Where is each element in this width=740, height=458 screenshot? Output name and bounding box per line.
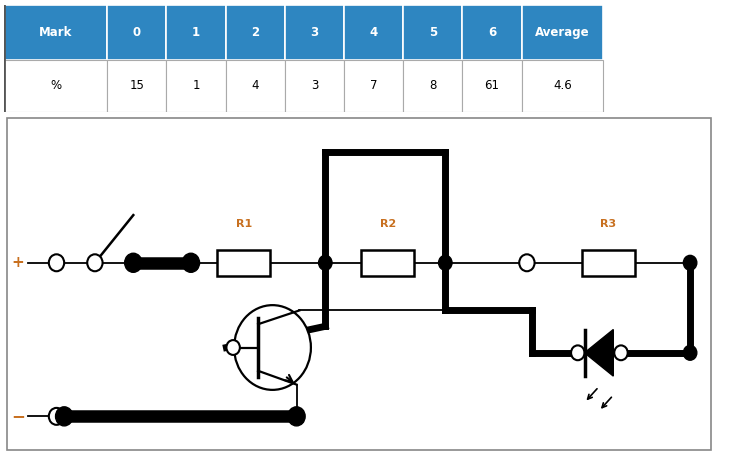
Text: 4: 4 xyxy=(369,26,378,38)
Text: %: % xyxy=(50,79,61,93)
Circle shape xyxy=(124,253,142,273)
Circle shape xyxy=(56,407,73,426)
Circle shape xyxy=(439,256,452,270)
Text: R3: R3 xyxy=(600,219,616,229)
FancyBboxPatch shape xyxy=(166,60,226,112)
Text: 3: 3 xyxy=(311,26,318,38)
Bar xyxy=(361,250,414,276)
Circle shape xyxy=(87,254,103,271)
Circle shape xyxy=(226,340,240,355)
Text: 3: 3 xyxy=(311,79,318,93)
Circle shape xyxy=(571,345,585,360)
FancyBboxPatch shape xyxy=(166,5,226,60)
Bar xyxy=(582,250,635,276)
Circle shape xyxy=(290,409,303,424)
FancyBboxPatch shape xyxy=(4,60,107,112)
Text: 6: 6 xyxy=(488,26,497,38)
Text: 4: 4 xyxy=(252,79,259,93)
Text: Mark: Mark xyxy=(38,26,73,38)
Circle shape xyxy=(683,345,697,360)
FancyBboxPatch shape xyxy=(285,60,344,112)
Text: 4.6: 4.6 xyxy=(553,79,572,93)
FancyBboxPatch shape xyxy=(344,5,403,60)
Text: 1: 1 xyxy=(192,79,200,93)
FancyBboxPatch shape xyxy=(403,5,462,60)
FancyBboxPatch shape xyxy=(522,60,603,112)
Circle shape xyxy=(49,408,64,425)
Text: 7: 7 xyxy=(370,79,377,93)
Circle shape xyxy=(288,407,305,426)
FancyBboxPatch shape xyxy=(403,60,462,112)
Text: 0: 0 xyxy=(133,26,141,38)
Circle shape xyxy=(49,254,64,271)
Text: 1: 1 xyxy=(192,26,200,38)
FancyBboxPatch shape xyxy=(4,5,107,60)
Text: R2: R2 xyxy=(380,219,396,229)
FancyBboxPatch shape xyxy=(462,60,522,112)
Circle shape xyxy=(182,253,200,273)
Text: R1: R1 xyxy=(235,219,252,229)
Circle shape xyxy=(519,254,534,271)
FancyBboxPatch shape xyxy=(344,60,403,112)
Text: 61: 61 xyxy=(485,79,500,93)
Circle shape xyxy=(234,305,311,390)
Text: 15: 15 xyxy=(130,79,144,93)
Text: +: + xyxy=(12,255,24,270)
FancyBboxPatch shape xyxy=(285,5,344,60)
Text: 2: 2 xyxy=(252,26,259,38)
Text: −: − xyxy=(11,407,25,425)
Text: 5: 5 xyxy=(428,26,437,38)
FancyBboxPatch shape xyxy=(226,60,285,112)
FancyBboxPatch shape xyxy=(107,5,166,60)
FancyBboxPatch shape xyxy=(226,5,285,60)
Text: Average: Average xyxy=(535,26,590,38)
Circle shape xyxy=(683,256,697,270)
Text: 8: 8 xyxy=(429,79,437,93)
FancyBboxPatch shape xyxy=(462,5,522,60)
Circle shape xyxy=(614,345,628,360)
FancyBboxPatch shape xyxy=(107,60,166,112)
Bar xyxy=(218,250,270,276)
Circle shape xyxy=(319,256,332,270)
Polygon shape xyxy=(585,329,613,376)
FancyBboxPatch shape xyxy=(522,5,603,60)
